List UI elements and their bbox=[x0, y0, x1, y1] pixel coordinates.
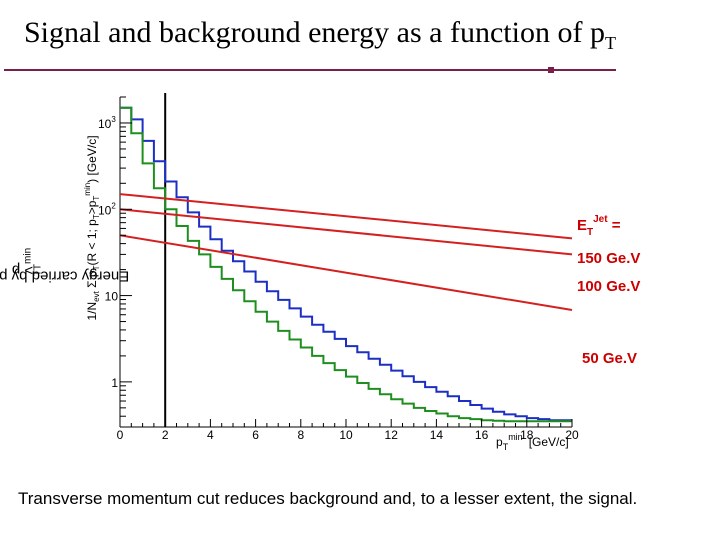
x-axis-label-sub: T bbox=[503, 442, 509, 452]
slide-caption: Transverse momentum cut reduces backgrou… bbox=[18, 489, 638, 508]
signal-line-50-gev bbox=[119, 234, 573, 311]
y-axis-label: 1/Nevt Σ pT(R < 1; pT>pTmin) [GeV/c] bbox=[83, 135, 101, 320]
x-tick-label: 14 bbox=[430, 428, 444, 442]
x-tick-label: 10 bbox=[339, 428, 353, 442]
title-rule-marker bbox=[548, 67, 554, 73]
x-tick-label: 16 bbox=[475, 428, 489, 442]
slide-title: Signal and background energy as a functi… bbox=[24, 16, 616, 54]
y-tick-label: 1 bbox=[111, 376, 118, 390]
signal-line-150-gev bbox=[119, 193, 573, 240]
x-tick-label: 12 bbox=[385, 428, 399, 442]
y-axis-label-c: (R < 1; p bbox=[85, 219, 99, 266]
legend-header: ETJet = bbox=[577, 214, 621, 238]
x-axis-label-main: p bbox=[496, 435, 503, 449]
x-axis-label-sup: min bbox=[508, 432, 523, 442]
legend-header-eq: = bbox=[608, 217, 621, 234]
y-axis-label-e: ) [GeV/c] bbox=[85, 135, 99, 182]
legend-header-sub: T bbox=[587, 227, 593, 238]
y-axis-label-b-sub: T bbox=[92, 265, 101, 270]
legend-label-100: 100 Ge.V bbox=[577, 278, 640, 295]
legend-label-150: 150 Ge.V bbox=[577, 250, 640, 267]
x-tick-label: 18 bbox=[520, 428, 534, 442]
x-tick-label: 2 bbox=[162, 428, 169, 442]
slide-title-subscript: T bbox=[604, 33, 616, 53]
y-axis-label-a: 1/N bbox=[85, 302, 99, 321]
y-axis-label-d-sup: min bbox=[83, 183, 92, 196]
y-axis-label-a-sub: evt bbox=[92, 290, 101, 301]
legend-label-50: 50 Ge.V bbox=[582, 350, 637, 367]
y-axis-label-d-sub: T bbox=[92, 196, 101, 201]
background-histogram-green bbox=[120, 106, 572, 423]
y-axis-label-d: >p bbox=[85, 200, 99, 214]
title-rule bbox=[4, 69, 616, 71]
x-axis-label-unit: [GeV/c] bbox=[529, 435, 569, 449]
y-axis-label-c-sub: T bbox=[92, 214, 101, 219]
x-tick-label: 0 bbox=[117, 428, 124, 442]
x-axis-label: pTmin [GeV/c] bbox=[496, 432, 569, 452]
x-tick-label: 4 bbox=[207, 428, 214, 442]
x-tick-label: 6 bbox=[252, 428, 259, 442]
y-tick-label: 103 bbox=[98, 115, 116, 131]
legend-header-sup: Jet bbox=[593, 214, 608, 225]
signal-line-100-gev bbox=[119, 208, 573, 256]
x-tick-label: 8 bbox=[297, 428, 304, 442]
background-histogram-blue bbox=[120, 106, 572, 422]
y-tick-label: 10 bbox=[105, 290, 119, 304]
x-tick-label: 20 bbox=[565, 428, 579, 442]
y-axis-label-b: Σ p bbox=[85, 270, 99, 291]
y-tick-label: 102 bbox=[98, 201, 116, 217]
legend-header-main: E bbox=[577, 217, 587, 234]
slide-title-main: Signal and background energy as a functi… bbox=[24, 16, 605, 49]
